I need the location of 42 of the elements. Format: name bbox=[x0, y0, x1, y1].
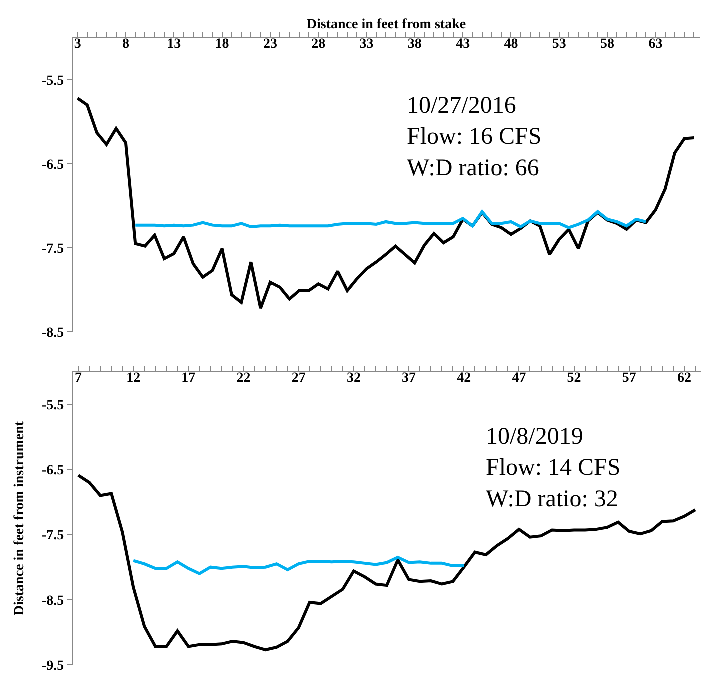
x-tick-label: 22 bbox=[236, 371, 251, 386]
x-tick-label: 63 bbox=[648, 37, 663, 52]
x-tick-label: 57 bbox=[622, 371, 636, 386]
x-tick-label: 43 bbox=[456, 37, 470, 52]
line-series bbox=[134, 210, 648, 230]
x-tick-label: 18 bbox=[215, 37, 230, 52]
line-series bbox=[132, 556, 466, 576]
annotation: 10/8/2019 Flow: 14 CFS W:D ratio: 32 bbox=[486, 424, 621, 512]
x-tick-label: 13 bbox=[167, 37, 182, 52]
y-tick-label: -8.5 bbox=[42, 326, 64, 341]
x-tick-label: 52 bbox=[567, 371, 582, 386]
annotation: 10/27/2016 Flow: 16 CFS W:D ratio: 66 bbox=[407, 93, 542, 182]
x-tick-label: 53 bbox=[552, 37, 566, 52]
x-tick-label: 12 bbox=[126, 371, 141, 386]
x-tick-label: 23 bbox=[263, 37, 278, 52]
y-tick-label: -6.5 bbox=[42, 158, 64, 173]
y-tick-label: -7.5 bbox=[42, 242, 64, 257]
y-tick-label: -9.5 bbox=[42, 658, 64, 674]
y-tick-label: -6.5 bbox=[42, 464, 64, 479]
x-tick-label: 38 bbox=[408, 37, 422, 52]
x-tick-label: 33 bbox=[360, 37, 374, 52]
y-tick-label: -5.5 bbox=[42, 74, 64, 89]
x-tick-label: 3 bbox=[74, 37, 82, 52]
line-series bbox=[77, 474, 697, 652]
x-tick-label: 17 bbox=[182, 371, 196, 386]
line-series bbox=[76, 96, 696, 310]
y-tick-label: -8.5 bbox=[42, 594, 64, 609]
x-tick-label: 47 bbox=[512, 371, 526, 386]
x-tick-label: 62 bbox=[677, 371, 692, 386]
x-tick-label: 8 bbox=[122, 37, 130, 52]
x-tick-label: 28 bbox=[312, 37, 326, 52]
y-tick-label: -5.5 bbox=[42, 398, 64, 414]
x-tick-label: 7 bbox=[75, 371, 82, 386]
x-axis-title: Distance in feet from stake bbox=[306, 18, 466, 33]
y-tick-label: -7.5 bbox=[42, 528, 64, 544]
x-tick-label: 27 bbox=[292, 371, 306, 386]
x-tick-label: 48 bbox=[504, 37, 518, 52]
x-tick-label: 42 bbox=[457, 371, 472, 386]
x-tick-label: 37 bbox=[402, 371, 416, 386]
x-tick-label: 58 bbox=[600, 37, 615, 52]
y-axis-title: Distance in feet from instrument bbox=[12, 421, 28, 616]
x-tick-label: 32 bbox=[346, 371, 361, 386]
